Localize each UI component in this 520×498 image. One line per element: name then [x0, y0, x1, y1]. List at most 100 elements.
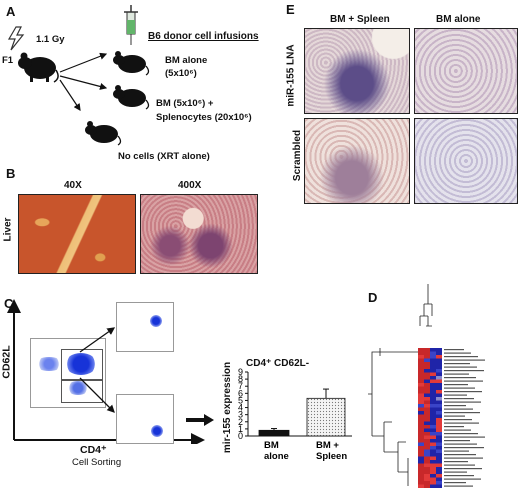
heatmap-cell	[436, 470, 442, 474]
heatmap-cell	[418, 379, 424, 383]
heatmap-cell	[430, 414, 436, 418]
heatmap-row-label-mark	[444, 349, 464, 351]
heatmap-row-label-mark	[444, 440, 470, 442]
heatmap-cell	[436, 484, 442, 488]
heatmap-row-label-mark	[444, 380, 483, 382]
heatmap-cell	[418, 414, 424, 418]
heatmap-cell	[418, 449, 424, 453]
heatmap-cell	[424, 358, 430, 362]
heatmap-cell	[430, 362, 436, 366]
heatmap-cell	[436, 439, 442, 443]
heatmap-row-label-mark	[444, 478, 481, 480]
y-tick-label: 5	[238, 395, 243, 405]
heatmap-cell	[418, 365, 424, 369]
heatmap-cell	[424, 376, 430, 380]
liver-row-label: Liver	[2, 217, 14, 242]
heatmap-row-label-mark	[444, 468, 482, 470]
heatmap-row-label-mark	[444, 370, 484, 372]
heatmap-row-label-mark	[444, 359, 485, 361]
heatmap-cell	[436, 383, 442, 387]
heatmap-cell	[418, 439, 424, 443]
heatmap-cell	[430, 477, 436, 481]
heatmap-cell	[424, 362, 430, 366]
heatmap-row-label-mark	[444, 352, 471, 354]
heatmap-cell	[418, 372, 424, 376]
heatmap-cell	[430, 460, 436, 464]
cell-sorting-label: Cell Sorting	[72, 457, 122, 468]
heatmap-cell	[430, 397, 436, 401]
heatmap-cell	[436, 435, 442, 439]
heatmap-cell	[430, 369, 436, 373]
heatmap-row-label-mark	[444, 415, 465, 417]
heatmap-cell	[424, 379, 430, 383]
heatmap-cell	[436, 369, 442, 373]
heatmap-row-label-mark	[444, 485, 473, 487]
heatmap-cell	[436, 456, 442, 460]
heatmap-cell	[424, 365, 430, 369]
heatmap-cell	[424, 484, 430, 488]
bar-bm-alone	[258, 429, 290, 437]
heatmap-cell	[418, 481, 424, 485]
heatmap-row-label-mark	[444, 366, 477, 368]
y-tick-label: 0	[238, 431, 243, 441]
to-chart-arrow	[186, 414, 214, 426]
heatmap-row-label-mark	[444, 450, 469, 452]
heatmap-cell	[418, 390, 424, 394]
heatmap-cell	[430, 400, 436, 404]
heatmap-cell	[436, 421, 442, 425]
heatmap-cell	[418, 428, 424, 432]
heatmap-row-label-mark	[444, 464, 475, 466]
heatmap-cell	[430, 411, 436, 415]
heatmap-row-label-mark	[444, 461, 468, 463]
heatmap-cell	[424, 456, 430, 460]
heatmap-row-label-mark	[444, 422, 479, 424]
heatmap-cell	[436, 453, 442, 457]
heatmap-cell	[424, 467, 430, 471]
heatmap-cell	[430, 425, 436, 429]
heatmap-row-label-mark	[444, 433, 478, 435]
heatmap-cell	[424, 449, 430, 453]
heatmap-cell	[418, 369, 424, 373]
heatmap-cell	[436, 428, 442, 432]
heatmap-cell	[430, 365, 436, 369]
heatmap-cell	[430, 404, 436, 408]
heatmap-row-label-mark	[444, 436, 485, 438]
y-tick-label: 7	[238, 381, 243, 391]
lightning-icon	[7, 26, 25, 51]
heatmap-cell	[430, 432, 436, 436]
heatmap-cell	[430, 474, 436, 478]
heatmap-cell	[418, 477, 424, 481]
recipient-mouse-icon	[18, 52, 59, 83]
heatmap-cell	[430, 428, 436, 432]
heatmap-cell	[424, 453, 430, 457]
heatmap-cell	[418, 397, 424, 401]
heatmap-cell	[424, 435, 430, 439]
heatmap-row-label-mark	[444, 475, 474, 477]
x-category-label: BM +	[316, 440, 339, 451]
heatmap-cell	[430, 418, 436, 422]
heatmap-cell	[436, 414, 442, 418]
heatmap-cell	[424, 421, 430, 425]
heatmap-cell	[418, 467, 424, 471]
heatmap-cell	[436, 393, 442, 397]
heatmap-cell	[424, 400, 430, 404]
heatmap-cell	[418, 456, 424, 460]
radiation-dose: 1.1 Gy	[36, 34, 65, 45]
heatmap-cell	[424, 390, 430, 394]
heatmap-cell	[424, 481, 430, 485]
heatmap-row-label-mark	[444, 457, 483, 459]
heatmap-cell	[418, 411, 424, 415]
heatmap-cell	[418, 453, 424, 457]
heatmap-cell	[430, 467, 436, 471]
heatmap-cell	[430, 386, 436, 390]
heatmap-cell	[436, 467, 442, 471]
heatmap-cell	[418, 386, 424, 390]
y-tick-label: 4	[238, 403, 243, 413]
panel-a-label: A	[6, 4, 16, 19]
panel-b-label: B	[6, 166, 16, 181]
heatmap-cell	[430, 383, 436, 387]
mouse-bm-alone-icon	[113, 51, 150, 76]
heatmap-cell	[424, 477, 430, 481]
heatmap-cell	[436, 397, 442, 401]
